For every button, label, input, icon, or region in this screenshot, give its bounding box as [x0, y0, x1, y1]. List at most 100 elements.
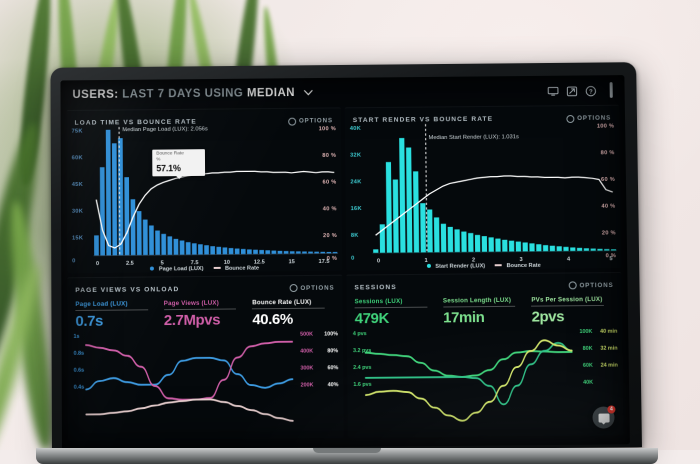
bar[interactable] — [332, 251, 338, 254]
bar[interactable] — [604, 249, 610, 251]
line-series[interactable] — [85, 341, 294, 401]
bar[interactable] — [210, 246, 216, 256]
bar[interactable] — [502, 239, 508, 252]
bar[interactable] — [167, 236, 173, 257]
bar[interactable] — [155, 231, 161, 257]
chat-widget-button[interactable]: 4 — [592, 405, 616, 429]
bar[interactable] — [440, 223, 447, 253]
bar[interactable] — [515, 241, 522, 252]
bar[interactable] — [216, 247, 222, 256]
title-range[interactable]: LAST 7 DAYS — [122, 87, 201, 101]
bar[interactable] — [149, 225, 155, 257]
bar[interactable] — [420, 203, 426, 253]
panel-load-time-vs-bounce-rate: LOAD TIME VS BOUNCE RATE OPTIONS 75K 60K… — [66, 107, 343, 273]
bar[interactable] — [570, 247, 576, 252]
bar[interactable] — [536, 244, 542, 252]
bar[interactable] — [106, 130, 112, 257]
bar[interactable] — [94, 235, 100, 257]
bar[interactable] — [247, 249, 253, 256]
options-button[interactable]: OPTIONS — [289, 284, 335, 293]
bar[interactable] — [481, 236, 488, 253]
legend-item-start-render[interactable]: Start Render (LUX) — [426, 263, 485, 270]
kpi-page-views: Page Views (LUX) 2.7Mpvs — [164, 299, 247, 329]
bar[interactable] — [161, 234, 167, 257]
desktop-icon[interactable] — [547, 85, 559, 97]
bar[interactable] — [326, 251, 332, 254]
bar[interactable] — [277, 250, 283, 255]
bar[interactable] — [461, 231, 467, 253]
bar[interactable] — [289, 251, 295, 254]
bar[interactable] — [314, 251, 320, 254]
bar[interactable] — [474, 234, 481, 253]
bar[interactable] — [610, 249, 617, 251]
bar[interactable] — [124, 177, 130, 257]
export-icon[interactable] — [566, 84, 578, 96]
bar[interactable] — [112, 143, 118, 257]
bar[interactable] — [406, 147, 413, 253]
legend-line-icon — [213, 267, 221, 269]
bar[interactable] — [468, 233, 474, 253]
bar[interactable] — [583, 248, 590, 252]
bar[interactable] — [204, 245, 210, 256]
bar[interactable] — [259, 250, 265, 256]
bar[interactable] — [180, 241, 186, 257]
bar[interactable] — [563, 246, 569, 252]
bar[interactable] — [454, 229, 460, 253]
bar[interactable] — [265, 250, 271, 255]
bar[interactable] — [433, 217, 440, 253]
legend-item-page-load[interactable]: Page Load (LUX) — [150, 266, 204, 272]
x-axis-tick: 4 — [567, 257, 570, 263]
bar[interactable] — [488, 237, 494, 253]
bar[interactable] — [597, 248, 603, 252]
scrollbar[interactable] — [609, 82, 613, 98]
options-button[interactable]: OPTIONS — [568, 281, 614, 290]
bar[interactable] — [392, 179, 399, 254]
bar[interactable] — [447, 226, 454, 253]
bar[interactable] — [379, 224, 386, 254]
bar[interactable] — [143, 220, 149, 257]
bar[interactable] — [137, 211, 143, 257]
help-icon[interactable]: ? — [585, 84, 597, 96]
bar[interactable] — [495, 238, 501, 253]
bar[interactable] — [283, 251, 289, 255]
bar[interactable] — [131, 199, 137, 257]
bar[interactable] — [229, 248, 235, 256]
bar[interactable] — [413, 171, 420, 253]
bar[interactable] — [576, 247, 583, 252]
bar[interactable] — [590, 248, 596, 252]
bar[interactable] — [385, 162, 392, 254]
bar[interactable] — [295, 251, 301, 254]
bar[interactable] — [271, 250, 277, 255]
bar[interactable] — [522, 242, 528, 252]
bar[interactable] — [529, 243, 535, 252]
bar[interactable] — [100, 167, 106, 257]
bar[interactable] — [174, 239, 180, 257]
bar[interactable] — [508, 240, 515, 252]
bar[interactable] — [118, 138, 124, 257]
line-series[interactable] — [365, 350, 574, 378]
legend-item-bounce-rate[interactable]: Bounce Rate — [495, 262, 541, 269]
bar[interactable] — [556, 246, 562, 252]
title-metric[interactable]: MEDIAN — [246, 87, 296, 100]
bar[interactable] — [427, 209, 433, 253]
bar[interactable] — [235, 249, 241, 256]
bar[interactable] — [253, 250, 259, 256]
line-series[interactable] — [365, 342, 574, 406]
bar[interactable] — [399, 138, 406, 253]
bar[interactable] — [192, 243, 198, 256]
bar[interactable] — [549, 245, 556, 252]
bar[interactable] — [241, 249, 247, 256]
bar[interactable] — [198, 244, 204, 256]
bar[interactable] — [320, 251, 326, 254]
bar[interactable] — [186, 242, 192, 256]
bar[interactable] — [223, 247, 229, 256]
legend-item-bounce-rate[interactable]: Bounce Rate — [213, 265, 259, 271]
chevron-down-icon[interactable] — [304, 88, 313, 99]
bar[interactable] — [542, 245, 549, 252]
line-series[interactable] — [85, 356, 294, 391]
bar[interactable] — [373, 249, 379, 254]
bar[interactable] — [302, 251, 307, 254]
bar[interactable] — [308, 251, 313, 254]
line-series[interactable] — [85, 398, 294, 422]
panel-sessions: SESSIONS OPTIONS Sessions (LUX) 479K — [346, 271, 624, 438]
